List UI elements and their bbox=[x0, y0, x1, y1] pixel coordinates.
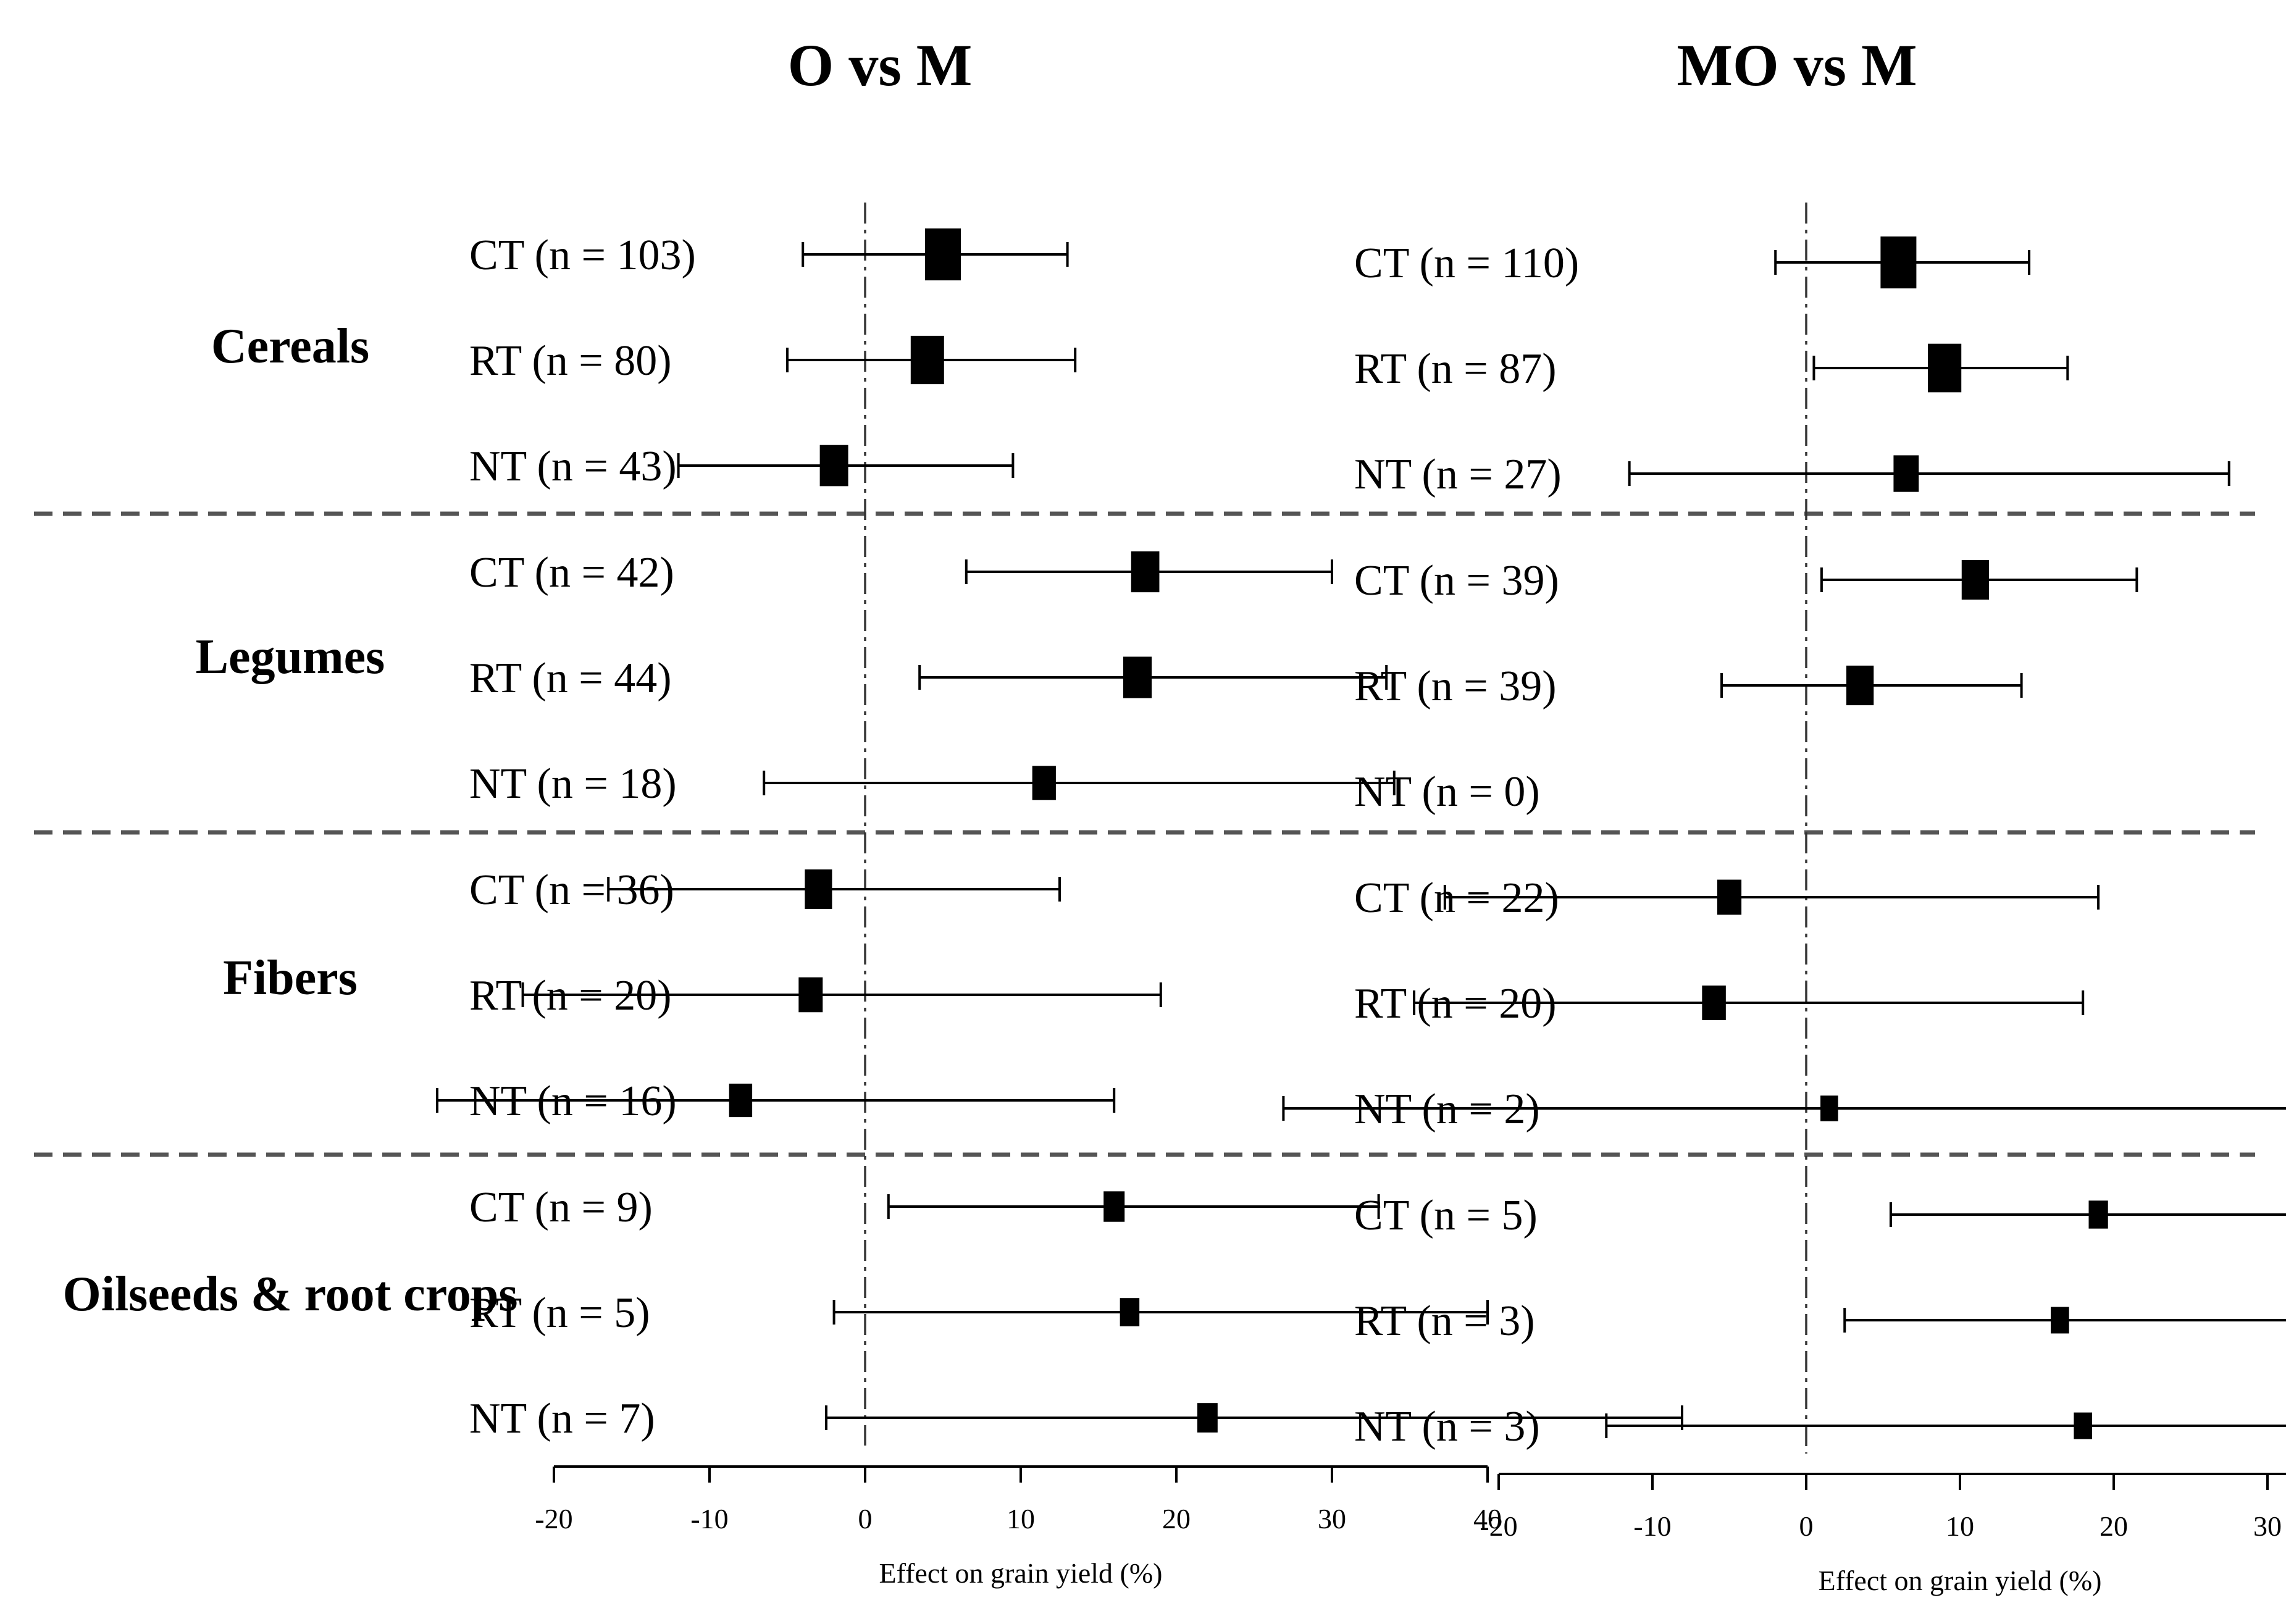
effect-estimate-marker bbox=[2088, 1200, 2108, 1229]
x-tick-label: 30 bbox=[1318, 1503, 1346, 1534]
row-label: CT (n = 9) bbox=[469, 1184, 653, 1231]
effect-estimate-marker bbox=[1927, 343, 1962, 393]
row-label: RT (n = 3) bbox=[1354, 1297, 1535, 1345]
effect-estimate-marker bbox=[798, 977, 823, 1013]
effect-estimate-marker bbox=[1893, 455, 1919, 492]
x-tick-label: 30 bbox=[2253, 1510, 2282, 1542]
effect-estimate-marker bbox=[1846, 665, 1874, 706]
row-label: RT (n = 5) bbox=[469, 1289, 650, 1337]
row-label: CT (n = 103) bbox=[469, 232, 696, 279]
x-tick-label: 40 bbox=[1473, 1503, 1502, 1534]
x-tick-label: 10 bbox=[1007, 1503, 1035, 1534]
x-tick-label: -10 bbox=[1633, 1510, 1671, 1542]
category-labels: Cereals Legumes Fibers Oilseeds & root crop… bbox=[63, 319, 518, 1321]
row-label: CT (n = 5) bbox=[1354, 1192, 1538, 1239]
x-tick-label: 0 bbox=[858, 1503, 873, 1534]
row-label: NT (n = 7) bbox=[469, 1395, 655, 1442]
x-tick-label: 20 bbox=[2100, 1510, 2128, 1542]
effect-estimate-marker bbox=[729, 1083, 753, 1118]
effect-estimate-marker bbox=[819, 445, 848, 487]
category-label-fibers: Fibers bbox=[223, 951, 358, 1005]
effect-estimate-marker bbox=[925, 228, 961, 281]
effect-estimate-marker bbox=[1032, 766, 1056, 800]
effect-estimate-marker bbox=[1197, 1403, 1218, 1433]
x-tick-label: -20 bbox=[1480, 1510, 1517, 1542]
effect-estimate-marker bbox=[1702, 986, 1726, 1020]
panel-title: MO vs M bbox=[1677, 32, 1917, 98]
effect-estimate-marker bbox=[1103, 1191, 1125, 1222]
effect-estimate-marker bbox=[2074, 1412, 2093, 1439]
effect-estimate-marker bbox=[1880, 236, 1917, 289]
row-label: CT (n = 110) bbox=[1354, 240, 1579, 287]
category-label-cereals: Cereals bbox=[211, 319, 369, 374]
group-separators bbox=[34, 511, 2255, 1157]
x-axis-label: Effect on grain yield (%) bbox=[1819, 1565, 2102, 1596]
row-label: RT (n = 80) bbox=[469, 337, 672, 385]
row-label: RT (n = 44) bbox=[469, 655, 672, 702]
row-label: NT (n = 18) bbox=[469, 760, 677, 808]
effect-estimate-marker bbox=[2051, 1307, 2069, 1334]
row-label: RT (n = 87) bbox=[1354, 345, 1557, 393]
row-label: NT (n = 43) bbox=[469, 443, 677, 490]
panel-o-vs-m: O vs M CT (n = 103) RT (n = 80) NT (n = 43)… bbox=[436, 32, 1683, 1589]
panel-mo-vs-m: MO vs M CT (n = 110) RT (n = 87) NT (n = 27… bbox=[1282, 32, 2286, 1596]
effect-estimate-marker bbox=[805, 869, 832, 909]
row-label: NT (n = 27) bbox=[1354, 451, 1562, 498]
x-tick-label: -20 bbox=[535, 1503, 572, 1534]
x-tick-label: 20 bbox=[1162, 1503, 1191, 1534]
effect-estimate-marker bbox=[1123, 656, 1152, 698]
x-tick-label: -10 bbox=[690, 1503, 728, 1534]
effect-estimate-marker bbox=[910, 335, 944, 385]
effect-estimate-marker bbox=[1961, 559, 1990, 600]
panel-title: O vs M bbox=[788, 32, 973, 98]
row-label: CT (n = 42) bbox=[469, 549, 674, 596]
effect-estimate-marker bbox=[1717, 879, 1742, 915]
row-label: NT (n = 0) bbox=[1354, 768, 1540, 816]
effect-estimate-marker bbox=[1820, 1095, 1838, 1121]
row-label: NT (n = 3) bbox=[1354, 1403, 1540, 1450]
effect-estimate-marker bbox=[1131, 551, 1160, 593]
category-label-oilseeds-root-crops: Oilseeds & root crops bbox=[63, 1267, 518, 1321]
row-label: RT (n = 39) bbox=[1354, 663, 1557, 710]
x-tick-label: 0 bbox=[1799, 1510, 1814, 1542]
x-axis-label: Effect on grain yield (%) bbox=[879, 1557, 1163, 1589]
category-label-legumes: Legumes bbox=[196, 630, 385, 684]
effect-estimate-marker bbox=[1120, 1298, 1140, 1326]
x-tick-label: 10 bbox=[1946, 1510, 1974, 1542]
row-label: CT (n = 39) bbox=[1354, 557, 1559, 605]
